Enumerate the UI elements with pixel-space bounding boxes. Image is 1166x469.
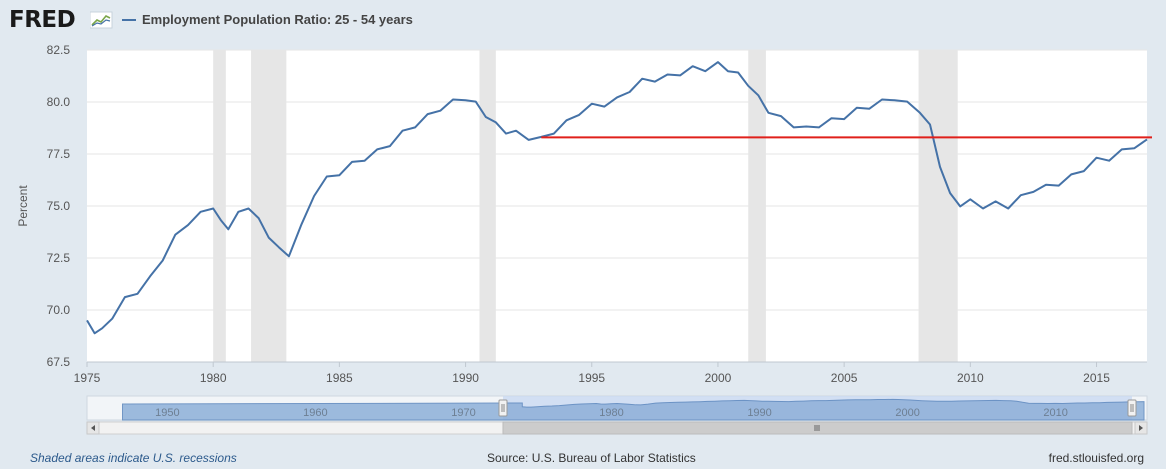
site-link[interactable]: fred.stlouisfed.org <box>1048 451 1144 465</box>
navigator-year-label: 2000 <box>895 407 919 419</box>
y-tick-label: 77.5 <box>47 147 71 161</box>
x-tick-label: 1995 <box>578 371 605 385</box>
navigator-year-label: 1980 <box>599 407 623 419</box>
x-tick-label: 1975 <box>74 371 101 385</box>
navigator-labels: 1950 1960 1970 1980 1990 2000 2010 <box>155 407 1068 419</box>
y-tick-label: 82.5 <box>47 43 71 57</box>
navigator-series <box>122 398 1145 421</box>
series-layer <box>86 61 1152 335</box>
scrollbar-grip-icon <box>814 425 820 431</box>
legend-label: Employment Population Ratio: 25 - 54 yea… <box>142 12 413 27</box>
navigator-year-label: 1990 <box>747 407 771 419</box>
x-tick-label: 2000 <box>705 371 732 385</box>
y-axis-title: Percent <box>16 185 30 227</box>
axes: 67.5 70.0 72.5 75.0 77.5 80.0 82.5 1975 1980 1985… <box>47 43 1147 385</box>
y-tick-label: 70.0 <box>47 303 71 317</box>
navigator-year-label: 1960 <box>303 407 327 419</box>
legend-swatch <box>122 18 136 21</box>
navigator-area <box>122 398 1145 421</box>
fred-logo[interactable]: FRED <box>9 7 76 33</box>
series-line <box>86 61 1148 335</box>
navigator-year-label: 1970 <box>451 407 475 419</box>
scroll-left-button[interactable] <box>86 421 100 435</box>
navigator-year-label: 2010 <box>1043 407 1067 419</box>
navigator-left-handle[interactable] <box>498 399 508 417</box>
navigator-year-label: 1950 <box>155 407 179 419</box>
range-navigator[interactable]: 1950 1960 1970 1980 1990 2000 2010 <box>86 395 1148 435</box>
chart-area[interactable]: 67.5 70.0 72.5 75.0 77.5 80.0 82.5 1975 1980 1985… <box>0 0 1166 445</box>
x-tick-label: 2015 <box>1083 371 1110 385</box>
scroll-right-button[interactable] <box>1134 421 1148 435</box>
legend-item[interactable]: Employment Population Ratio: 25 - 54 yea… <box>122 12 413 27</box>
chart-header: FRED Employment Population Ratio: 25 - 5… <box>0 0 1166 40</box>
y-tick-label: 67.5 <box>47 355 71 369</box>
source-text: Source: U.S. Bureau of Labor Statistics <box>487 451 696 465</box>
y-tick-label: 75.0 <box>47 199 71 213</box>
navigator-right-handle[interactable] <box>1127 399 1137 417</box>
recession-note-link[interactable]: Shaded areas indicate U.S. recessions <box>30 451 237 465</box>
y-tick-label: 72.5 <box>47 251 71 265</box>
x-tick-label: 1985 <box>326 371 353 385</box>
arrow-left-icon <box>91 425 95 431</box>
x-tick-label: 2005 <box>831 371 858 385</box>
y-tick-label: 80.0 <box>47 95 71 109</box>
x-tick-label: 2010 <box>957 371 984 385</box>
arrow-right-icon <box>1139 425 1143 431</box>
fred-logo-graph-icon <box>90 11 113 29</box>
x-tick-label: 1990 <box>452 371 479 385</box>
x-tick-label: 1980 <box>200 371 227 385</box>
